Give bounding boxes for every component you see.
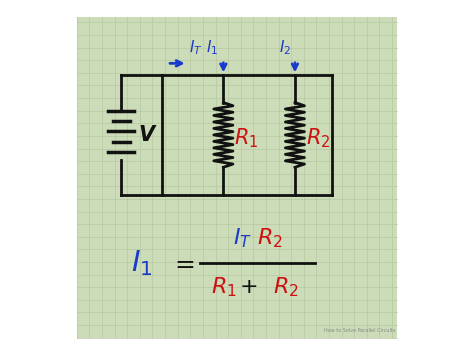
Text: How to Solve Parallel Circuits: How to Solve Parallel Circuits bbox=[324, 328, 395, 333]
Text: $I_2$: $I_2$ bbox=[279, 38, 291, 56]
Text: $R_1$: $R_1$ bbox=[234, 126, 259, 150]
Text: $R_2$: $R_2$ bbox=[306, 126, 330, 150]
Text: $I_1$: $I_1$ bbox=[206, 38, 218, 56]
Text: $I_T$: $I_T$ bbox=[233, 226, 252, 250]
Text: $R_1$: $R_1$ bbox=[211, 275, 237, 299]
Text: V: V bbox=[138, 125, 155, 145]
Text: $R_2$: $R_2$ bbox=[257, 226, 283, 250]
Text: $+$: $+$ bbox=[239, 277, 257, 297]
Text: $I_1$: $I_1$ bbox=[131, 248, 152, 278]
Text: $=$: $=$ bbox=[170, 251, 195, 275]
Text: $I_T$: $I_T$ bbox=[189, 38, 203, 56]
Text: $R_2$: $R_2$ bbox=[273, 275, 299, 299]
